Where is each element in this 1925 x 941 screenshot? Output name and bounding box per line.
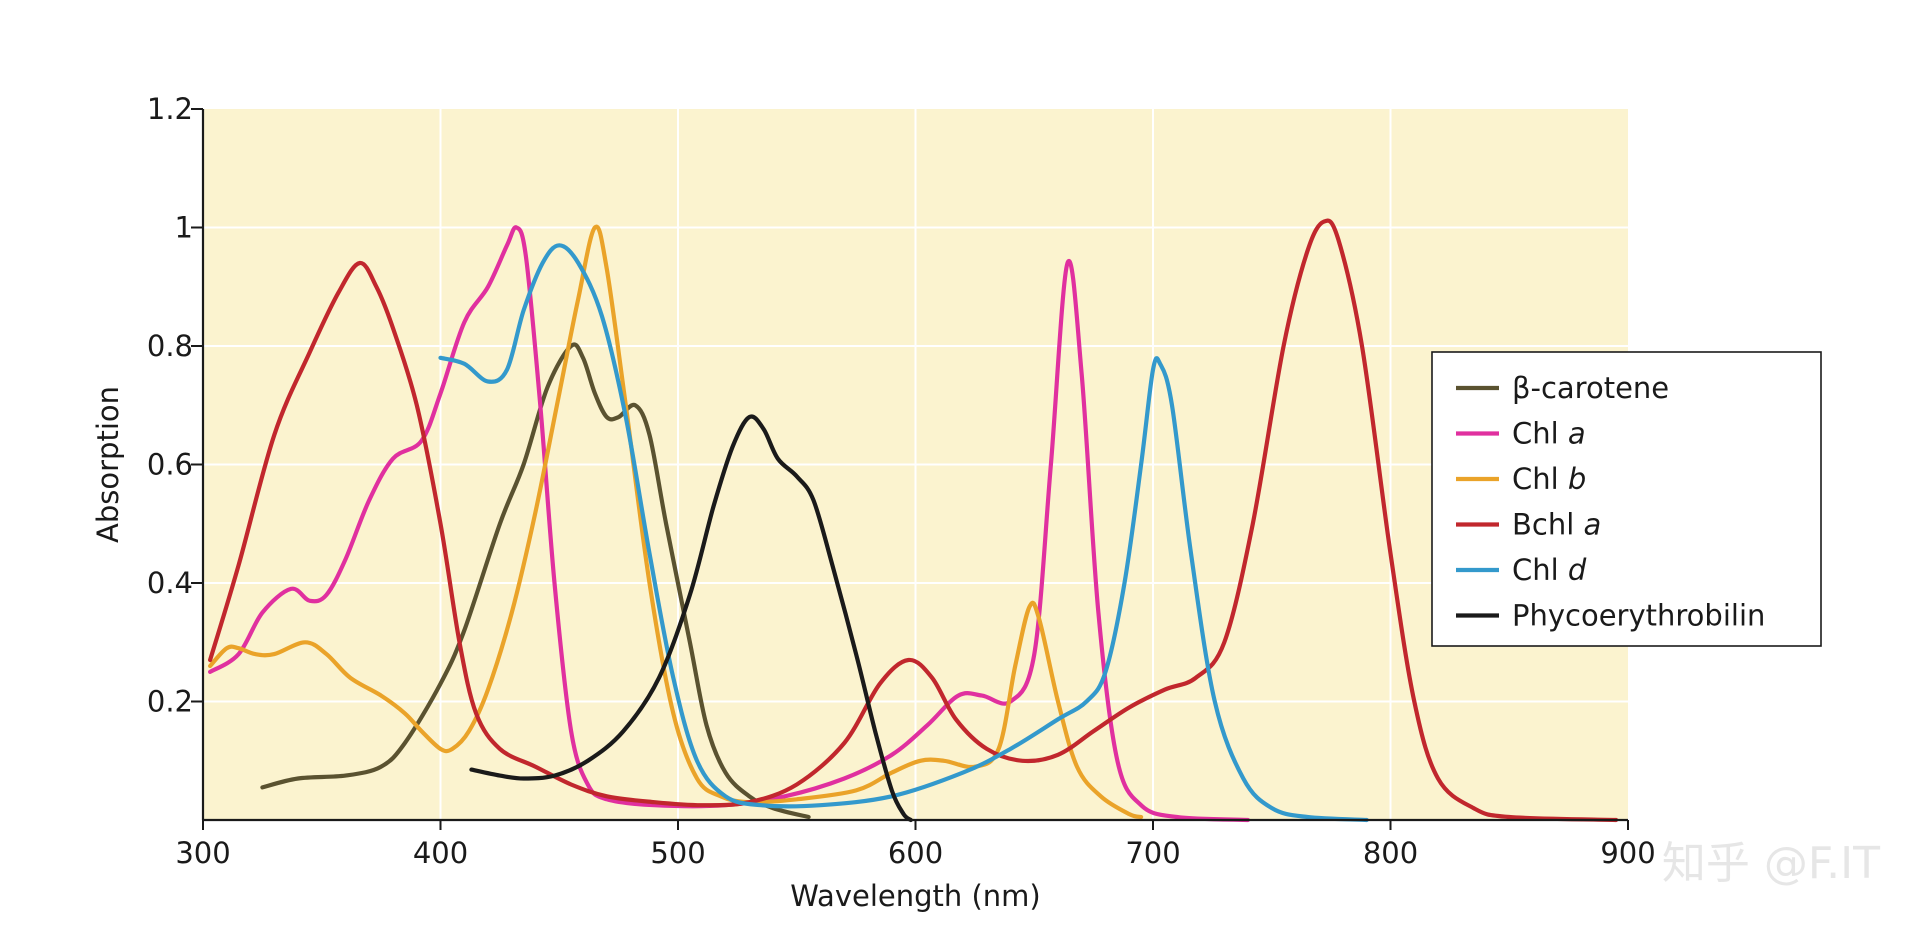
y-axis-title: Absorption <box>91 386 125 543</box>
legend-item: β-carotene <box>1456 371 1669 405</box>
tick-labels: 300 400 500 600 700 800 900 0.2 0.4 0.6 0.8 1 1.2 <box>147 92 1656 870</box>
legend: β-carotene Chl a Chl b Bchl a Chl d Phycoeryt… <box>1431 351 1822 647</box>
gridlines <box>203 109 1628 820</box>
legend-item: Chl a <box>1456 417 1586 451</box>
x-tick-label: 900 <box>1600 836 1655 870</box>
axes <box>191 108 1629 830</box>
legend-label: Chl a <box>1512 417 1586 451</box>
y-tick-label: 1 <box>175 211 193 245</box>
y-tick-label: 0.2 <box>147 685 193 719</box>
legend-label: β-carotene <box>1512 371 1669 405</box>
series-line-phycoerythrobilin <box>469 414 913 823</box>
x-tick-label: 600 <box>888 836 943 870</box>
watermark-text: 知乎 @F.IT <box>1662 838 1880 889</box>
legend-item: Bchl a <box>1456 508 1601 542</box>
series-line-chl-d <box>438 243 1369 823</box>
y-tick-label: 0.4 <box>147 566 193 600</box>
y-tick-label: 1.2 <box>147 92 193 126</box>
series-line-chl-a <box>208 225 1251 823</box>
x-axis-title: Wavelength (nm) <box>790 879 1041 913</box>
series-lines <box>208 218 1619 823</box>
x-tick-label: 400 <box>413 836 468 870</box>
legend-item: Phycoerythrobilin <box>1456 599 1765 633</box>
series-line-bchl-a <box>208 218 1619 823</box>
x-tick-label: 300 <box>175 836 230 870</box>
legend-label: Bchl a <box>1512 508 1601 542</box>
x-tick-label: 500 <box>650 836 705 870</box>
x-tick-label: 800 <box>1363 836 1418 870</box>
legend-item: Chl d <box>1456 553 1587 587</box>
legend-label: Chl d <box>1512 553 1587 587</box>
x-tick-label: 700 <box>1125 836 1180 870</box>
series-line-chl-b <box>208 224 1144 820</box>
series-line-carotene <box>260 342 811 820</box>
legend-label: Chl b <box>1512 462 1586 496</box>
legend-items: β-carotene Chl a Chl b Bchl a Chl d Phycoeryt… <box>1456 371 1765 633</box>
legend-box <box>1431 351 1822 647</box>
y-tick-label: 0.6 <box>147 448 193 482</box>
legend-item: Chl b <box>1456 462 1586 496</box>
y-tick-label: 0.8 <box>147 329 193 363</box>
legend-label: Phycoerythrobilin <box>1512 599 1765 633</box>
